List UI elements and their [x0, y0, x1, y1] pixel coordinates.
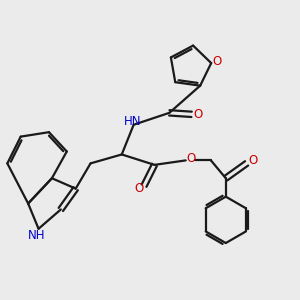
Text: O: O: [248, 154, 257, 167]
Text: NH: NH: [28, 229, 46, 242]
Text: O: O: [186, 152, 196, 164]
Text: HN: HN: [123, 115, 141, 128]
Text: O: O: [194, 108, 203, 121]
Text: O: O: [212, 55, 222, 68]
Text: O: O: [134, 182, 143, 195]
